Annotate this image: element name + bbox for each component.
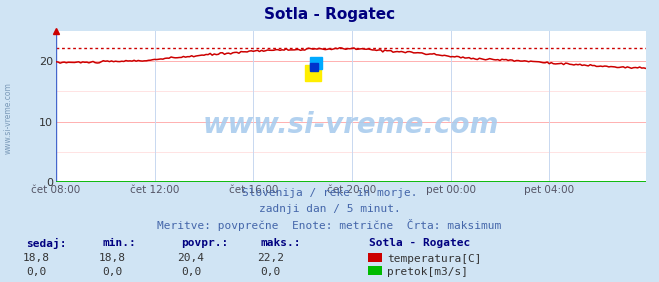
Text: povpr.:: povpr.: [181,238,229,248]
Text: Sotla - Rogatec: Sotla - Rogatec [369,238,471,248]
Text: Meritve: povprečne  Enote: metrične  Črta: maksimum: Meritve: povprečne Enote: metrične Črta:… [158,219,501,232]
Text: 0,0: 0,0 [181,267,201,277]
Text: www.si-vreme.com: www.si-vreme.com [203,111,499,138]
Text: 18,8: 18,8 [23,253,49,263]
Text: min.:: min.: [102,238,136,248]
Text: 18,8: 18,8 [99,253,125,263]
Text: 0,0: 0,0 [26,267,46,277]
Text: 20,4: 20,4 [178,253,204,263]
Text: Sotla - Rogatec: Sotla - Rogatec [264,7,395,22]
Text: 0,0: 0,0 [102,267,122,277]
Text: www.si-vreme.com: www.si-vreme.com [3,83,13,154]
Text: pretok[m3/s]: pretok[m3/s] [387,267,469,277]
Text: 22,2: 22,2 [257,253,283,263]
Text: zadnji dan / 5 minut.: zadnji dan / 5 minut. [258,204,401,213]
Text: temperatura[C]: temperatura[C] [387,254,482,264]
Text: 0,0: 0,0 [260,267,280,277]
Text: sedaj:: sedaj: [26,238,67,249]
Text: maks.:: maks.: [260,238,301,248]
Text: Slovenija / reke in morje.: Slovenija / reke in morje. [242,188,417,197]
